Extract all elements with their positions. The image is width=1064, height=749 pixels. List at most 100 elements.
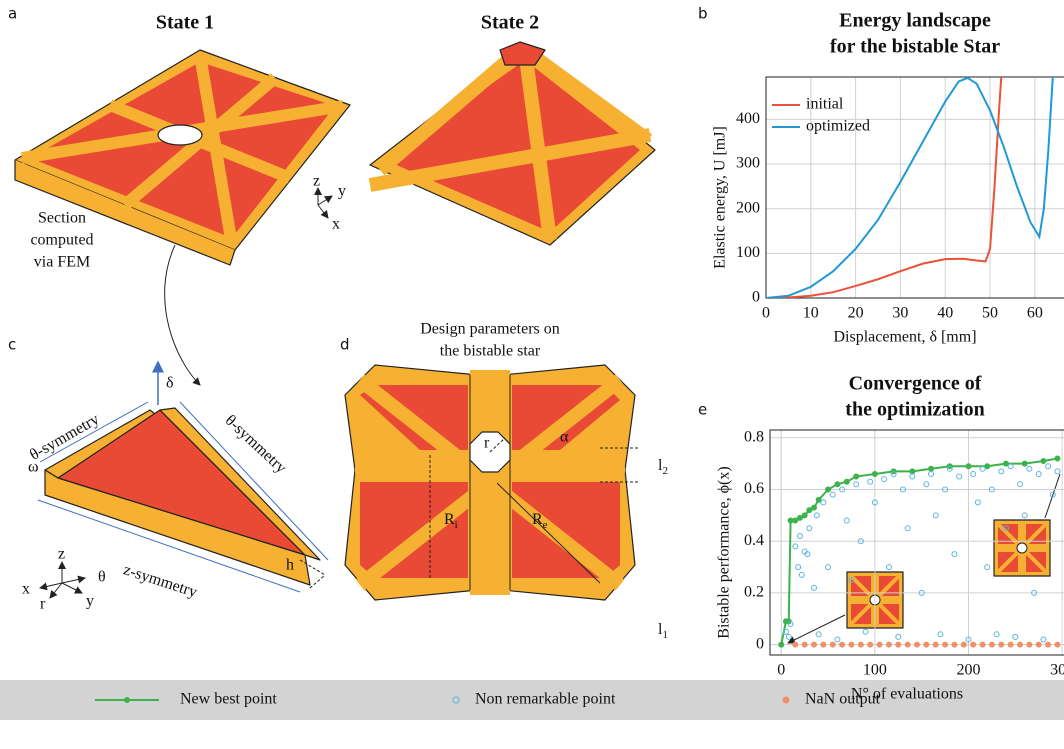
data-point: [844, 518, 849, 523]
data-point: [910, 474, 915, 479]
data-point: [854, 482, 859, 487]
data-point: [985, 565, 990, 570]
inset-star: [994, 520, 1050, 576]
arrow: [1045, 474, 1060, 518]
chart-title: for the bistable Star: [830, 36, 1000, 58]
state2-drawing: [370, 42, 655, 245]
panel-label: b: [698, 5, 708, 23]
data-point: [797, 534, 802, 539]
axis-letter: θ: [98, 569, 106, 586]
data-point: [807, 526, 812, 531]
param-base: R: [532, 511, 543, 528]
data-point: [1027, 642, 1032, 647]
y-tick-label: 0.2: [744, 584, 764, 601]
data-point: [779, 642, 784, 647]
x-tick-label: 0: [777, 662, 785, 679]
data-point: [952, 642, 957, 647]
data-point: [802, 513, 807, 518]
data-point: [896, 642, 901, 647]
data-point: [797, 515, 802, 520]
x-tick-label: 60: [1027, 305, 1043, 322]
param-label: α: [560, 429, 569, 446]
data-point: [924, 482, 929, 487]
x-tick-label: 10: [803, 305, 819, 322]
axis-letter: x: [332, 216, 340, 233]
data-point: [802, 642, 807, 647]
data-point: [1055, 642, 1060, 647]
legend-label: NaN output: [805, 691, 881, 708]
param-sub: e: [543, 519, 548, 531]
y-tick-label: 0: [756, 635, 764, 652]
x-tick-label: 30: [892, 305, 908, 322]
data-point: [933, 513, 938, 518]
data-point: [826, 487, 831, 492]
legend-label: Non remarkable point: [475, 691, 616, 708]
data-point: [957, 474, 962, 479]
data-point: [924, 642, 929, 647]
data-point: [844, 479, 849, 484]
data-point: [872, 471, 877, 476]
data-point: [1022, 513, 1027, 518]
data-point: [938, 632, 943, 637]
legend-swatch: [783, 697, 789, 703]
y-axis-label: Elastic energy, U [mJ]: [712, 126, 729, 269]
y-tick-label: 300: [736, 155, 760, 172]
panel-label: a: [8, 5, 17, 23]
data-point: [966, 464, 971, 469]
symmetry-label: z-symmetry: [121, 561, 199, 601]
state-title: State 1: [156, 12, 214, 34]
data-point: [868, 642, 873, 647]
data-point: [812, 585, 817, 590]
x-axis-label: Displacement, δ [mm]: [833, 329, 976, 346]
data-point: [1046, 642, 1051, 647]
data-point: [985, 464, 990, 469]
data-point: [1036, 642, 1041, 647]
data-point: [933, 642, 938, 647]
param-label: δ: [166, 375, 174, 392]
data-point: [1013, 634, 1018, 639]
x-tick-label: 40: [937, 305, 953, 322]
chart-title: Convergence of: [849, 373, 982, 395]
param-sub: i: [455, 519, 458, 531]
data-point: [835, 482, 840, 487]
data-point: [886, 642, 891, 647]
y-tick-label: 0.4: [744, 532, 764, 549]
data-point: [796, 565, 801, 570]
data-point: [807, 508, 812, 513]
data-point: [816, 497, 821, 502]
data-point: [1017, 642, 1022, 647]
y-axis-label: Bistable performance, ϕ(x): [716, 466, 733, 638]
note: via FEM: [34, 254, 90, 271]
data-point: [952, 552, 957, 557]
series-line: [766, 77, 1001, 298]
panel-label: c: [8, 336, 16, 354]
data-point: [943, 642, 948, 647]
data-point: [975, 500, 980, 505]
design-drawing: [345, 365, 640, 600]
panel-label: e: [698, 401, 707, 419]
x-tick-label: 200: [956, 662, 980, 679]
data-point: [814, 513, 819, 518]
legend-swatch: [124, 697, 130, 703]
data-point: [1008, 642, 1013, 647]
data-point: [1022, 461, 1027, 466]
design-title: Design parameters on: [420, 321, 560, 338]
param-label: ω: [28, 459, 39, 476]
section-drawing: [38, 362, 328, 598]
data-point: [1041, 459, 1046, 464]
data-point: [910, 469, 915, 474]
axis-letter: z: [58, 546, 65, 563]
x-tick-label: 0: [762, 305, 770, 322]
y-tick-label: 0: [752, 289, 760, 306]
y-tick-label: 0.6: [744, 480, 764, 497]
axis-letter: r: [40, 596, 46, 613]
chart-title: Energy landscape: [839, 10, 991, 32]
data-point: [980, 642, 985, 647]
y-tick-label: 200: [736, 199, 760, 216]
data-point: [826, 565, 831, 570]
data-point: [929, 471, 934, 476]
x-tick-label: 50: [982, 305, 998, 322]
data-point: [799, 572, 804, 577]
data-point: [896, 634, 901, 639]
param-label: r: [484, 435, 490, 452]
